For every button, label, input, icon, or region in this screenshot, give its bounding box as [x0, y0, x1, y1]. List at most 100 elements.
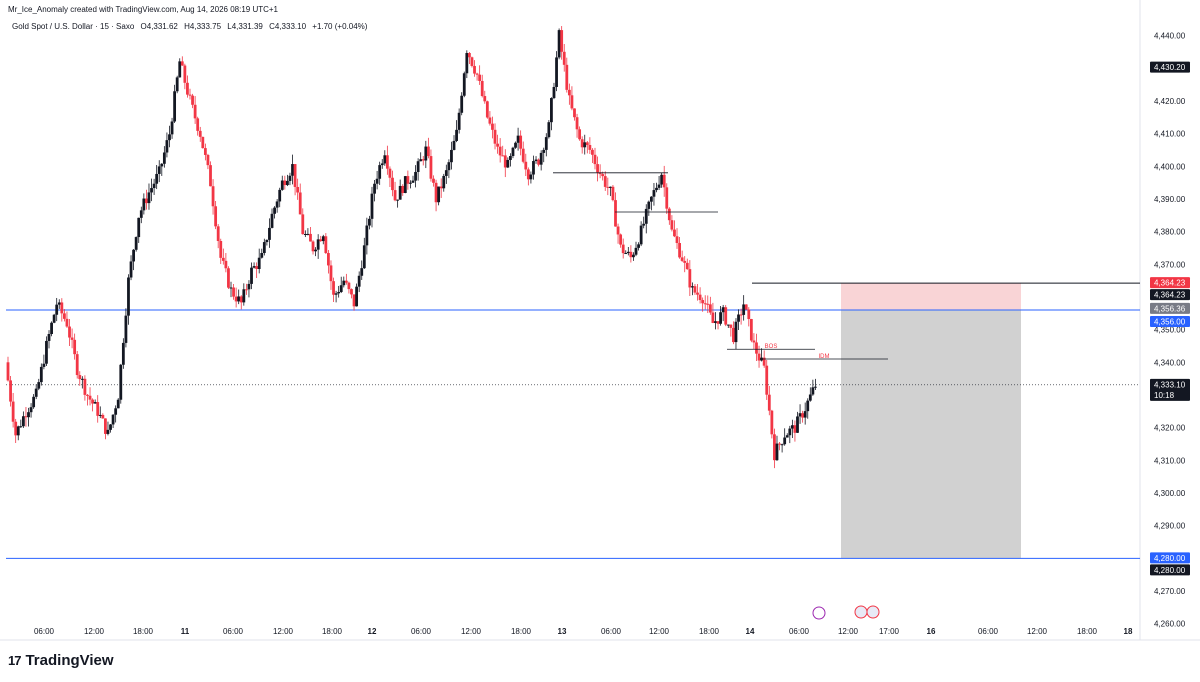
- candle-body: [632, 254, 635, 258]
- candle-body: [368, 218, 371, 226]
- candle-body: [450, 149, 453, 163]
- price-label-text: 4,280.00: [1154, 554, 1186, 563]
- candle-body: [765, 365, 769, 395]
- candle-body: [119, 364, 123, 400]
- symbol-name[interactable]: Gold Spot / U.S. Dollar · 15 · Saxo: [12, 22, 135, 31]
- candle-body: [606, 186, 610, 188]
- candle-body: [488, 117, 492, 124]
- candle-body: [550, 98, 553, 123]
- candle-body: [703, 303, 707, 305]
- price-label-text: 4,364.23: [1154, 291, 1186, 300]
- candle-body: [491, 123, 494, 130]
- candle-body: [101, 414, 105, 419]
- candle-body: [214, 206, 218, 227]
- candle-body: [796, 416, 799, 433]
- candle-body: [134, 237, 138, 250]
- candle-body: [701, 300, 705, 304]
- candle-body: [280, 180, 284, 190]
- candle-body: [637, 244, 640, 248]
- candle-body: [109, 424, 112, 430]
- candle-body: [193, 104, 197, 119]
- candle-body: [721, 307, 725, 313]
- time-tick-label: 06:00: [789, 627, 810, 636]
- candle-body: [283, 180, 287, 186]
- candle-body: [242, 289, 246, 303]
- candle-body: [544, 137, 548, 150]
- price-label-text: 4,356.36: [1154, 304, 1186, 313]
- candle-body: [611, 186, 615, 201]
- candle-body: [726, 324, 730, 326]
- price-label-text: 4,430.20: [1154, 63, 1186, 72]
- candle-body: [465, 53, 469, 74]
- price-tick-label: 4,340.00: [1154, 358, 1186, 367]
- candle-body: [362, 245, 366, 269]
- candle-body: [188, 94, 192, 96]
- price-label-box: [1150, 61, 1190, 73]
- candle-body: [514, 142, 517, 148]
- candle-body: [521, 148, 525, 162]
- candle-body: [47, 334, 51, 341]
- candle-body: [393, 190, 397, 201]
- candle-body: [186, 82, 189, 95]
- candle-body: [162, 152, 166, 164]
- candle-body: [388, 168, 392, 178]
- price-tick-label: 4,400.00: [1154, 162, 1186, 171]
- candle-body: [693, 286, 697, 293]
- candle-body: [432, 178, 435, 183]
- candle-body: [698, 294, 702, 301]
- candle-body: [352, 294, 356, 307]
- candle-body: [32, 396, 36, 408]
- candle-body: [273, 207, 276, 214]
- candle-body: [403, 176, 407, 193]
- candle-body: [524, 161, 528, 170]
- price-tick-label: 4,420.00: [1154, 97, 1186, 106]
- candle-body: [247, 283, 251, 290]
- candle-body: [337, 291, 341, 294]
- candle-body: [347, 282, 351, 290]
- candle-body: [142, 198, 146, 211]
- candle-body: [732, 327, 735, 343]
- candle-body: [275, 201, 279, 208]
- candle-body: [6, 362, 10, 381]
- candle-body: [34, 388, 38, 397]
- candle-body: [221, 257, 225, 261]
- candle-body: [332, 281, 335, 295]
- candle-body: [583, 142, 587, 148]
- candle-body: [21, 416, 25, 427]
- candle-body: [316, 239, 320, 250]
- candle-body: [783, 437, 787, 445]
- candle-body: [580, 139, 584, 148]
- candle-body: [411, 180, 415, 183]
- candle-body: [342, 280, 346, 286]
- candle-body: [798, 413, 802, 417]
- time-tick-label: 06:00: [223, 627, 244, 636]
- candle-body: [129, 261, 133, 278]
- price-tick-label: 4,300.00: [1154, 489, 1186, 498]
- candle-body: [380, 163, 384, 166]
- candle-body: [573, 108, 576, 118]
- tradingview-logo[interactable]: 17 TradingView: [8, 652, 114, 669]
- candle-body: [416, 161, 420, 172]
- candle-body: [219, 240, 223, 258]
- price-label-box: [1150, 277, 1190, 289]
- candle-body: [621, 244, 625, 254]
- candle-body: [42, 363, 46, 367]
- candle-body: [183, 65, 187, 83]
- candle-body: [539, 152, 543, 165]
- candle-body: [88, 395, 92, 400]
- candle-body: [711, 312, 715, 323]
- candle-body: [426, 146, 430, 157]
- candle-body: [232, 287, 235, 297]
- candle-body: [670, 220, 674, 230]
- candle-body: [24, 416, 28, 418]
- countdown-label: 10:18: [1154, 391, 1175, 400]
- candle-body: [29, 407, 33, 413]
- candle-body: [567, 89, 571, 96]
- candle-body: [762, 357, 766, 366]
- candle-body: [532, 161, 535, 175]
- candle-body: [327, 253, 330, 266]
- price-tick-label: 4,410.00: [1154, 130, 1186, 139]
- candle-body: [16, 426, 20, 436]
- candle-body: [27, 412, 30, 418]
